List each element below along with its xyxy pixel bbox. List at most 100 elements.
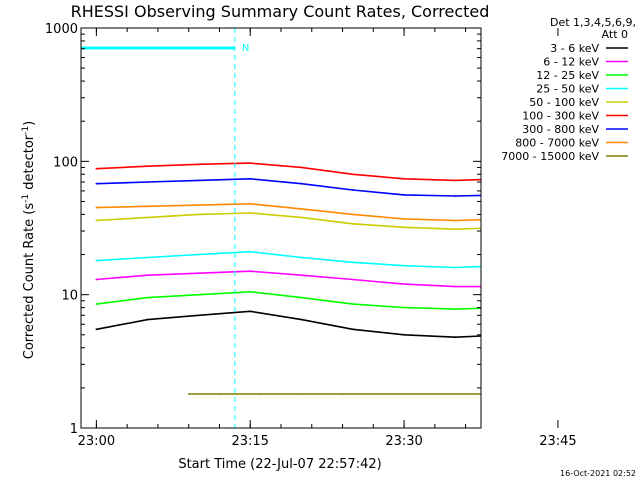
series-7-point [95, 182, 98, 185]
series-line-3 [96, 290, 481, 310]
y-axis-label-main: Corrected Count Rate (s [22, 203, 37, 360]
legend-label: 12 - 25 keV [536, 69, 599, 82]
series-2-point [249, 270, 252, 273]
series-4-point [198, 253, 200, 256]
series-line-2 [96, 270, 481, 288]
series-8-point [95, 206, 98, 209]
y-axis-label-sup2: -1 [21, 126, 31, 135]
series-1-point [351, 328, 354, 331]
series-5-point [403, 226, 405, 229]
y-axis-label: Corrected Count Rate (s-1 detector-1) [21, 121, 37, 359]
series-6-point [454, 179, 457, 182]
series-1-point [249, 310, 252, 313]
series-4-point [249, 250, 252, 253]
series-7-point [403, 194, 405, 196]
series-6-point [198, 163, 200, 166]
legend-label: 800 - 7000 keV [515, 137, 599, 150]
x-tick-label: 23:45 [539, 434, 576, 449]
series-7-point [454, 195, 457, 197]
series-8-point [300, 208, 303, 210]
legend-header-line-1: Det 1,3,4,5,6,9, [550, 16, 636, 29]
y-tick-label: 100 [53, 155, 78, 170]
series-7-point [351, 189, 354, 191]
series-2-point [146, 274, 149, 277]
series-8-point [351, 213, 354, 216]
y-axis-label-end: ) [22, 121, 37, 126]
series-line-9 [188, 393, 481, 395]
plot-area: NS110100100023:0023:1523:3023:4500:0000:… [45, 22, 577, 449]
series-5-point [454, 228, 457, 231]
series-7-point [249, 177, 252, 180]
series-4-point [454, 266, 457, 269]
series-2-point [351, 278, 354, 281]
series-8-point [146, 205, 149, 208]
series-5-point [146, 216, 149, 219]
series-3-point [300, 296, 303, 299]
series-1-point [403, 333, 405, 336]
series-3-point [249, 290, 252, 293]
legend-label: 25 - 50 keV [536, 83, 599, 96]
series-6-point [351, 173, 354, 176]
series-9-point [218, 393, 221, 395]
series-2-point [454, 285, 457, 288]
series-8-point [454, 219, 457, 222]
series-3-point [146, 296, 149, 299]
series-9-point [300, 393, 303, 395]
y-tick-label: 1000 [45, 22, 78, 37]
series-5-point [95, 219, 98, 222]
legend-label: 100 - 300 keV [522, 110, 599, 123]
series-5-point [300, 216, 303, 219]
series-1-point [95, 328, 98, 331]
series-line-8 [96, 202, 481, 222]
series-9-point [259, 393, 262, 395]
series-4-point [300, 256, 303, 259]
y-tick-label: 10 [61, 289, 78, 304]
series-line-4 [96, 250, 481, 269]
series-3-point [198, 293, 200, 296]
series-9-point [187, 393, 190, 395]
series-4-point [403, 264, 405, 267]
y-tick-label: 1 [70, 422, 78, 437]
x-tick-label: 23:15 [231, 434, 268, 449]
series-line-1 [96, 310, 481, 339]
series-2-point [198, 272, 200, 275]
timestamp: 16-Oct-2021 02:52 [560, 469, 636, 478]
series-6-point [95, 167, 98, 170]
series-line-5 [96, 212, 481, 231]
series-4-point [95, 259, 98, 262]
y-axis-label-mid: detector [22, 134, 37, 194]
legend-label: 300 - 800 keV [522, 123, 599, 136]
legend-label: 50 - 100 keV [529, 96, 599, 109]
series-7-point [300, 182, 303, 185]
series-6-point [403, 177, 405, 180]
legend-header-line-2: Att 0 [602, 28, 628, 41]
series-9-point [341, 393, 344, 395]
series-3-point [95, 303, 98, 305]
series-1-point [300, 318, 303, 321]
x-axis-label: Start Time (22-Jul-07 22:57:42) [178, 457, 381, 472]
series-1-point [198, 314, 200, 317]
y-axis-label-sup1: -1 [21, 194, 31, 203]
series-2-point [95, 278, 98, 281]
series-3-point [351, 303, 354, 305]
x-tick-label: 23:30 [385, 434, 422, 449]
series-5-point [351, 222, 354, 225]
series-8-point [403, 218, 405, 220]
chart-title: RHESSI Observing Summary Count Rates, Co… [71, 2, 490, 21]
x-tick-label: 23:00 [78, 434, 115, 449]
legend-label: 6 - 12 keV [543, 56, 599, 69]
series-6-point [249, 162, 252, 165]
series-1-point [454, 336, 457, 339]
series-3-point [403, 306, 405, 309]
series-8-point [198, 204, 200, 207]
series-7-point [198, 179, 200, 182]
series-6-point [300, 166, 303, 169]
series-2-point [403, 283, 405, 285]
series-6-point [146, 165, 149, 168]
series-1-point [146, 318, 149, 321]
series-5-point [249, 212, 252, 214]
series-5-point [198, 213, 200, 216]
series-line-6 [96, 162, 481, 182]
